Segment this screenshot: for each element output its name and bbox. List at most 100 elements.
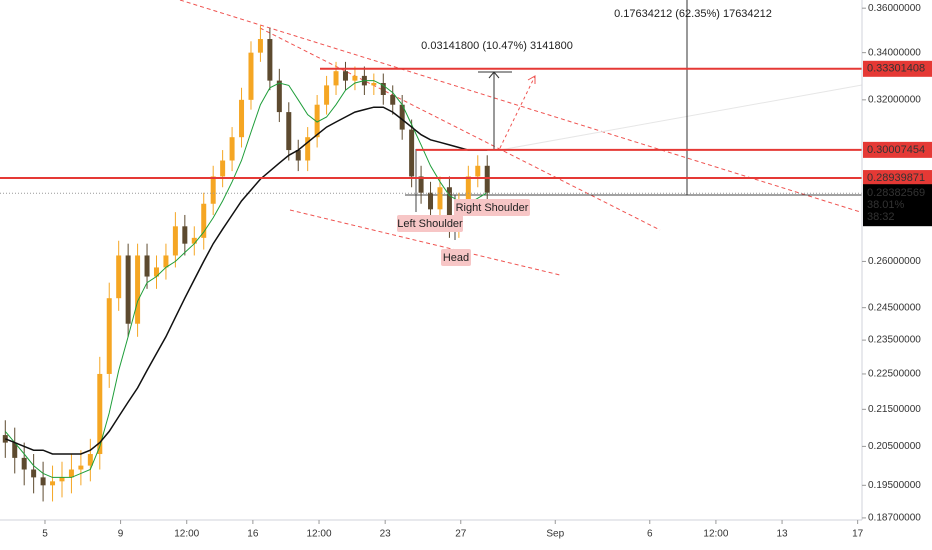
- label-box: [441, 249, 471, 266]
- price-axis: [862, 0, 932, 550]
- projection-arrow: [499, 75, 536, 149]
- y-tick-label: 0.18700000: [868, 513, 921, 524]
- candle-body: [201, 203, 207, 238]
- y-tick-label: 0.34000000: [868, 47, 921, 58]
- candle-body: [409, 129, 415, 177]
- pattern-label: Head: [443, 252, 469, 264]
- moving-average: [5, 106, 488, 455]
- candle-body: [31, 469, 37, 478]
- candle-body: [59, 477, 65, 482]
- y-tick-label: 0.19500000: [868, 480, 921, 491]
- candle-body: [21, 457, 27, 470]
- x-tick-label: 12:00: [703, 529, 728, 540]
- candle-body: [68, 469, 74, 478]
- x-tick-label: 12:00: [174, 529, 199, 540]
- candle-body: [153, 267, 159, 277]
- candle-body: [437, 187, 443, 210]
- candle-body: [418, 176, 424, 193]
- x-tick-label: 23: [380, 529, 392, 540]
- candle-body: [97, 373, 103, 455]
- x-tick-label: 12:00: [307, 529, 332, 540]
- candle-body: [314, 104, 320, 138]
- y-tick-label: 0.32000000: [868, 94, 921, 105]
- candle-body: [286, 112, 292, 151]
- candle-body: [40, 477, 46, 486]
- arrow-head: [488, 71, 500, 79]
- candle-body: [352, 75, 358, 81]
- plot: [0, 25, 862, 502]
- candle-body: [229, 137, 235, 161]
- x-tick-label: 13: [776, 529, 788, 540]
- last-price-countdown: 38:32: [867, 211, 895, 223]
- x-tick-label: 9: [118, 529, 124, 540]
- level-tag-label: 0.28939871: [867, 172, 925, 184]
- axes: 0.36000000 0.34000000 0.32000000 0.26000000…: [42, 3, 932, 540]
- candle-body: [87, 454, 93, 466]
- x-tick-label: 5: [42, 529, 48, 540]
- candle-body: [399, 104, 405, 130]
- candle-body: [446, 187, 452, 227]
- candle-body: [276, 80, 282, 113]
- candle-body: [50, 481, 56, 486]
- candle-body: [12, 442, 18, 458]
- candle-body: [371, 82, 377, 86]
- y-tick-label: 0.26000000: [868, 256, 921, 267]
- x-tick-label: 17: [852, 529, 864, 540]
- candle-body: [333, 71, 339, 86]
- candle-body: [475, 165, 481, 177]
- y-tick-label: 0.24500000: [868, 302, 921, 313]
- label-box: [454, 199, 530, 216]
- candle-body: [295, 150, 301, 161]
- trend-line: [179, 0, 871, 216]
- x-tick-label: Sep: [546, 529, 564, 540]
- y-tick-label: 0.23500000: [868, 335, 921, 346]
- pattern-label: Right Shoulder: [456, 202, 529, 214]
- measure-label: 0.17634212 (62.35%) 17634212: [614, 8, 772, 20]
- candle-body: [324, 85, 330, 105]
- candle-body: [342, 71, 348, 81]
- candle-body: [135, 255, 141, 324]
- candle-body: [484, 165, 490, 193]
- x-tick-label: 27: [455, 529, 467, 540]
- candle-body: [257, 39, 263, 53]
- candle-body: [428, 192, 434, 210]
- candle-body: [106, 298, 112, 374]
- level-tag: [863, 170, 932, 187]
- y-tick-label: 0.21500000: [868, 404, 921, 415]
- level-tag: [863, 141, 932, 158]
- candle-body: [465, 176, 471, 204]
- candle-body: [144, 255, 150, 277]
- candle-body: [116, 255, 122, 299]
- trend-line: [289, 209, 561, 276]
- candle-body: [390, 94, 396, 105]
- candle-body: [182, 226, 188, 244]
- label-box: [397, 215, 463, 232]
- level-tag: [863, 60, 932, 77]
- last-price-tag: [863, 184, 932, 227]
- arrow-head: [527, 75, 536, 84]
- candle-body: [210, 176, 216, 204]
- candle-body: [239, 99, 245, 138]
- candle-body: [380, 82, 386, 95]
- x-tick-label: 16: [247, 529, 259, 540]
- x-tick-label: 6: [647, 529, 653, 540]
- candle-body: [125, 255, 131, 324]
- trend-line: [499, 84, 863, 151]
- candle-body: [267, 39, 273, 81]
- candle-body: [78, 465, 84, 470]
- trend-line: [259, 27, 661, 231]
- measure-label: 0.03141800 (10.47%) 3141800: [421, 40, 573, 52]
- candle-body: [220, 160, 226, 177]
- y-tick-label: 0.20500000: [868, 441, 921, 452]
- last-price-change: 38.01%: [867, 199, 905, 211]
- moving-average: [4, 80, 488, 478]
- candle-body: [163, 255, 169, 268]
- candle-body: [172, 226, 178, 256]
- candle-body: [248, 52, 254, 100]
- pattern-label: Left Shoulder: [397, 218, 463, 230]
- y-tick-label: 0.22500000: [868, 369, 921, 380]
- level-tag-label: 0.30007454: [867, 144, 925, 156]
- level-tag-label: 0.33301408: [867, 63, 925, 75]
- last-price-label: 0.28382569: [867, 187, 925, 199]
